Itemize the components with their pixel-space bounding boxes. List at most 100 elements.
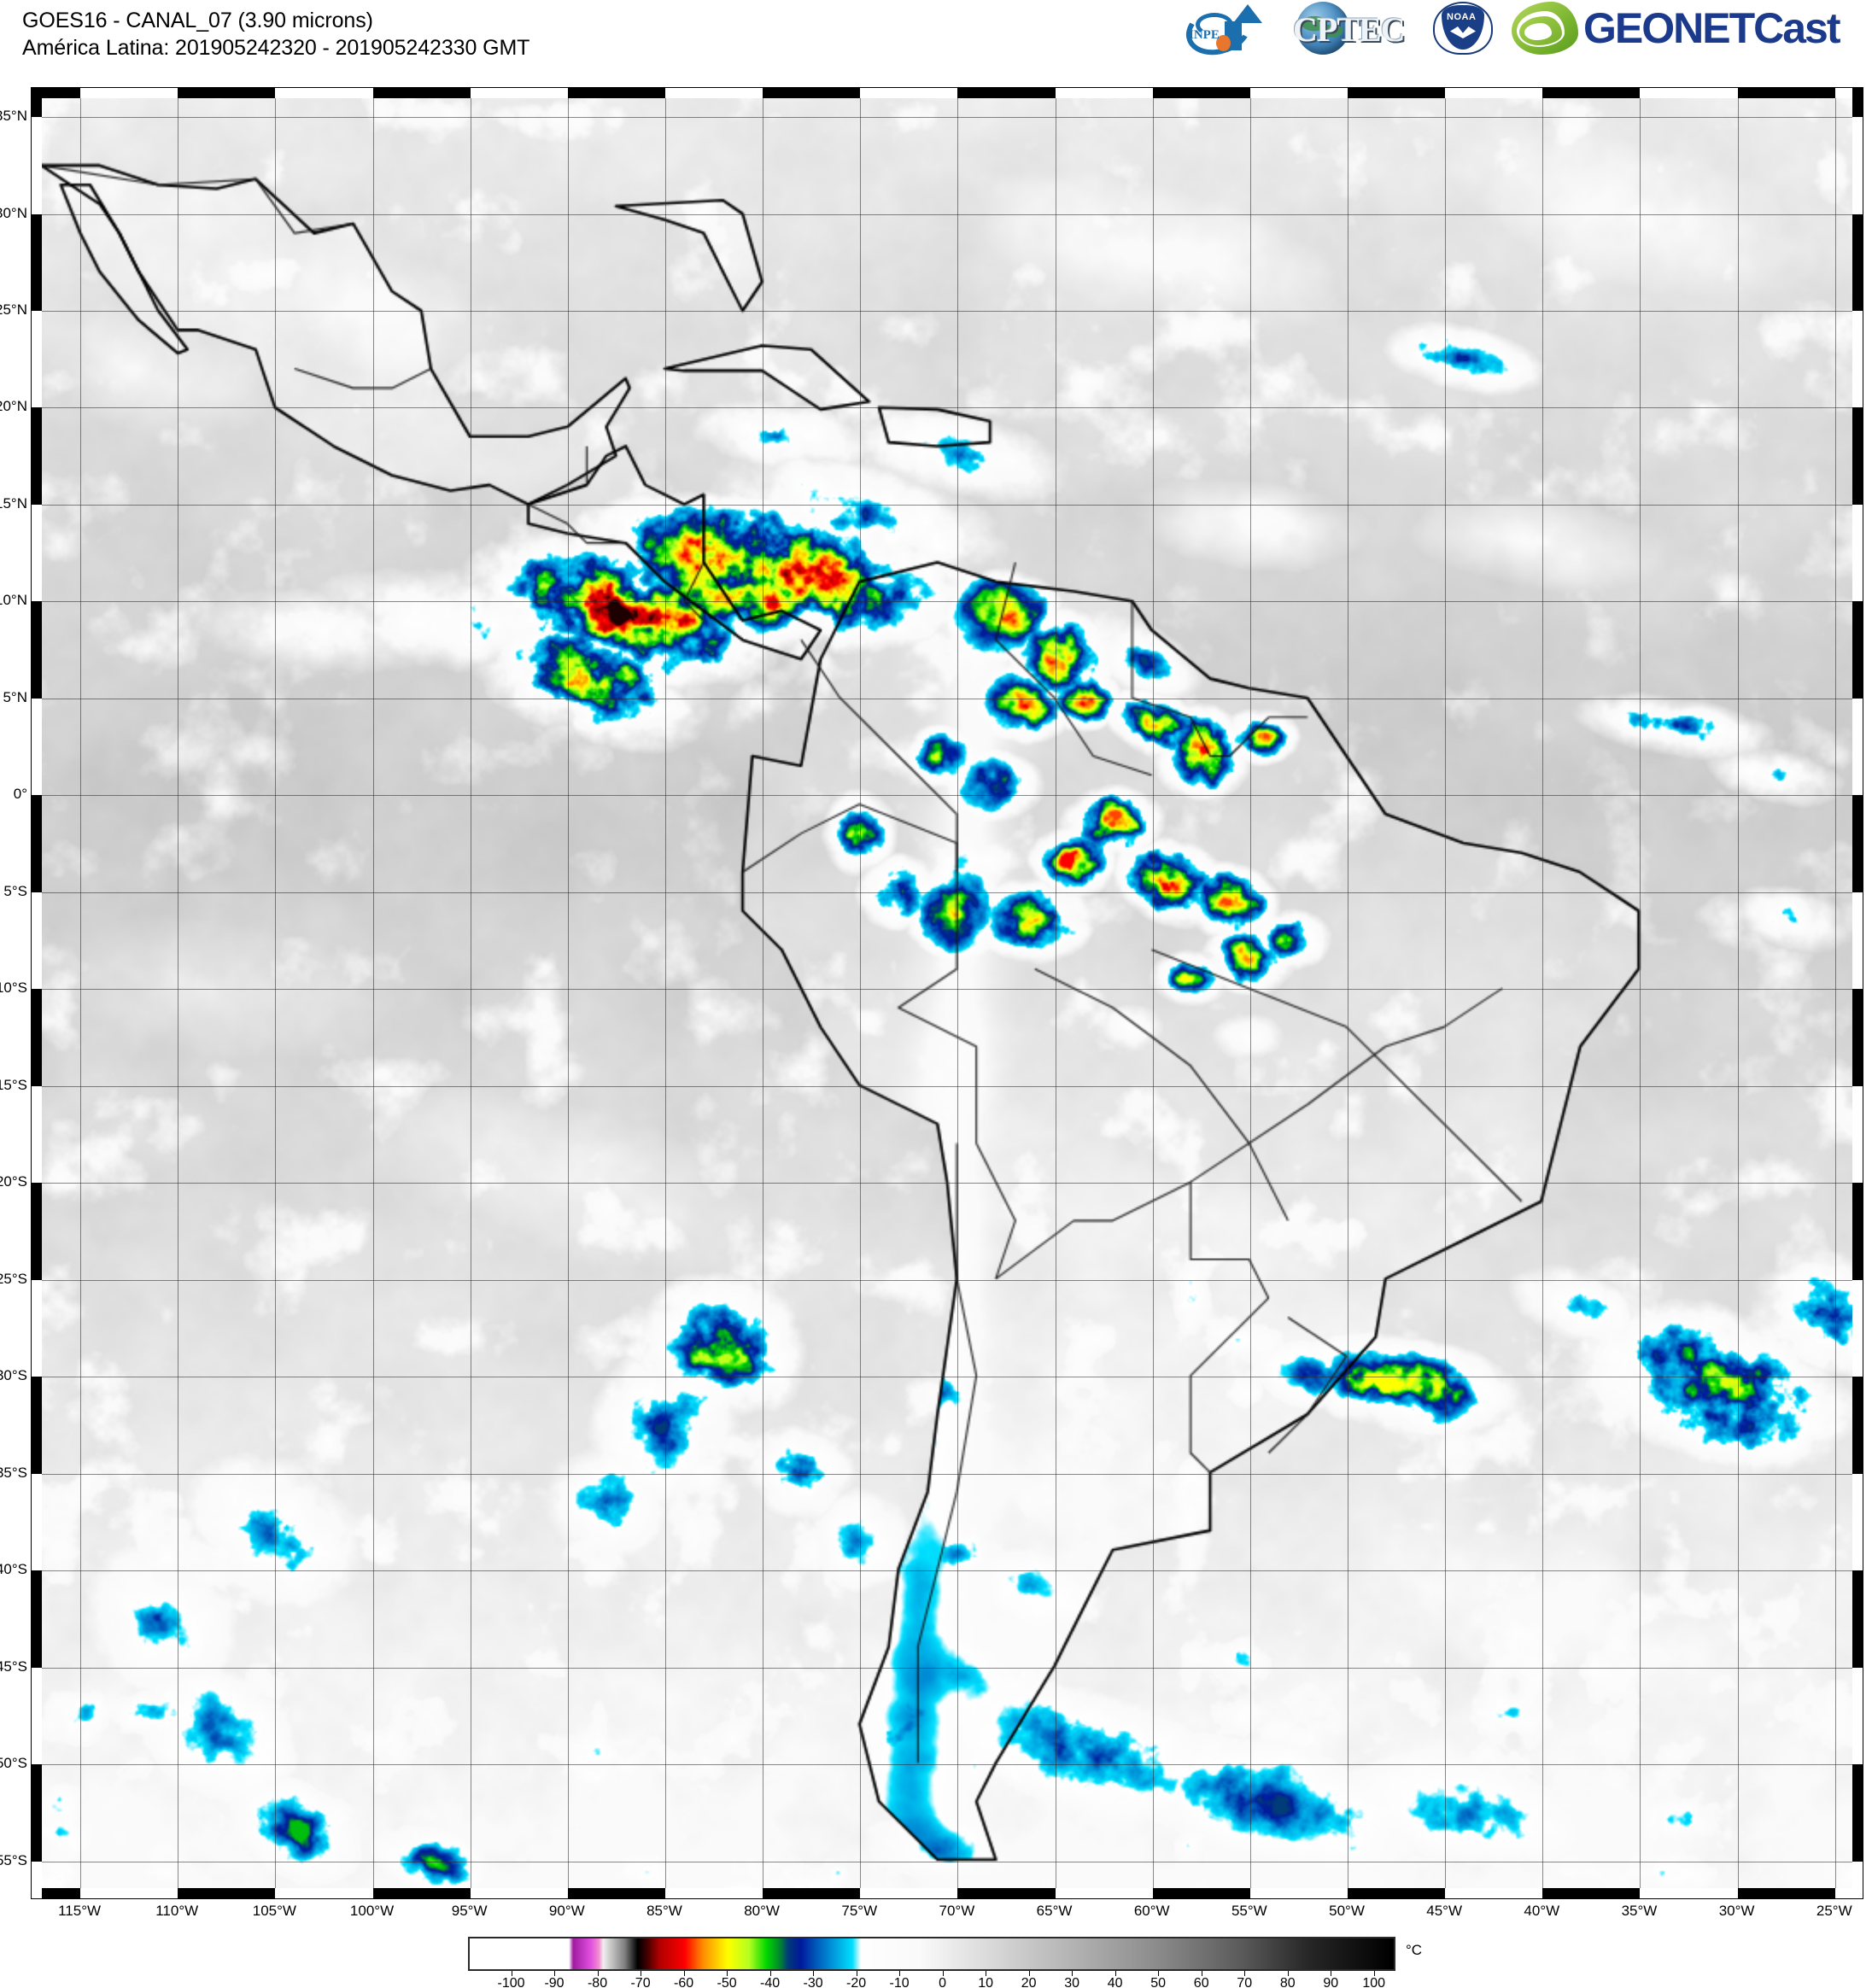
border-tick-segment xyxy=(32,1861,42,1898)
border-tick-segment xyxy=(1249,88,1348,98)
lat-tick-label: 5°N xyxy=(3,688,27,705)
colorbar-tick-label: -70 xyxy=(630,1976,651,1988)
lat-tick-label: 45°S xyxy=(0,1658,27,1675)
noaa-logo-text: NOAA xyxy=(1447,12,1477,22)
lon-tick-label: 110°W xyxy=(155,1903,199,1919)
border-tick-segment xyxy=(32,310,42,408)
longitude-axis: 115°W 110°W 105°W 100°W 95°W 90°W 85°W 80°W 75°W… xyxy=(31,1901,1863,1927)
map-frame xyxy=(31,87,1863,1899)
colorbar-tick xyxy=(597,1971,599,1976)
lon-tick-label: 90°W xyxy=(548,1903,585,1919)
colorbar-tick-label: -30 xyxy=(803,1976,823,1988)
lon-tick-label: 100°W xyxy=(349,1903,395,1919)
lon-tick-label: 65°W xyxy=(1036,1903,1073,1919)
colorbar-tick-label: -40 xyxy=(760,1976,781,1988)
colorbar-tick-label: -80 xyxy=(587,1976,608,1988)
colorbar-tick-label: 80 xyxy=(1279,1976,1296,1988)
border-tick-segment xyxy=(1852,795,1863,892)
lat-tick-label: 25°S xyxy=(0,1270,27,1287)
border-tick-segment xyxy=(32,213,42,311)
border-tick-segment xyxy=(1852,1667,1863,1765)
border-tick-segment xyxy=(32,601,42,699)
colorbar-tick-label: -60 xyxy=(673,1976,694,1988)
lat-tick-label: 0° xyxy=(13,786,27,803)
lat-tick-label: 20°N xyxy=(0,398,27,415)
latitude-axis: 35°N 30°N 25°N 20°N 15°N 10°N 5°N 0° 5°S 10°S 15°S… xyxy=(0,87,31,1899)
lon-tick-label: 80°W xyxy=(744,1903,780,1919)
border-tick-segment xyxy=(1445,88,1543,98)
border-tick-segment xyxy=(178,88,276,98)
lon-tick-label: 60°W xyxy=(1133,1903,1170,1919)
border-tick-segment xyxy=(32,698,42,796)
colorbar-tick-label: -20 xyxy=(846,1976,867,1988)
noaa-logo: NOAA xyxy=(1423,1,1505,56)
border-tick-segment xyxy=(664,88,763,98)
satellite-imagery xyxy=(32,88,1863,1898)
colorbar-tick-label: 70 xyxy=(1237,1976,1253,1988)
map-container[interactable] xyxy=(31,87,1863,1899)
border-tick-segment xyxy=(1852,310,1863,408)
border-tick-segment xyxy=(470,88,568,98)
border-tick-segment xyxy=(1852,1570,1863,1668)
border-tick-segment xyxy=(763,1888,861,1898)
border-tick-segment xyxy=(1055,88,1153,98)
border-tick-segment xyxy=(32,1764,42,1862)
border-tick-segment xyxy=(957,88,1056,98)
colorbar-tick-label: -10 xyxy=(889,1976,910,1988)
border-tick-segment xyxy=(470,1888,568,1898)
border-tick-segment xyxy=(1852,504,1863,602)
cptec-logo-text: CPTEC xyxy=(1293,10,1406,49)
colorbar[interactable]: -100 -90 -80 -70 -60 -50 -40 -30 -20 -10 0 10 20 30 40… xyxy=(468,1937,1422,1988)
border-tick-segment xyxy=(80,88,178,98)
border-tick-segment xyxy=(32,1377,42,1474)
colorbar-tick xyxy=(1114,1971,1116,1976)
colorbar-ticks: -100 -90 -80 -70 -60 -50 -40 -30 -20 -10 0 10 20 30 40… xyxy=(468,1971,1395,1988)
map-border-ticks-top xyxy=(32,88,1863,98)
lat-tick-label: 30°S xyxy=(0,1367,27,1384)
lon-tick-label: 115°W xyxy=(58,1903,102,1919)
border-tick-segment xyxy=(1737,1888,1835,1898)
border-tick-segment xyxy=(1852,989,1863,1086)
border-tick-segment xyxy=(32,1473,42,1571)
colorbar-tick-label: 30 xyxy=(1064,1976,1080,1988)
border-tick-segment xyxy=(1852,1183,1863,1280)
lon-tick-label: 40°W xyxy=(1524,1903,1560,1919)
border-tick-segment xyxy=(664,1888,763,1898)
border-tick-segment xyxy=(1852,1861,1863,1898)
border-tick-segment xyxy=(32,795,42,892)
border-tick-segment xyxy=(1542,1888,1641,1898)
lon-tick-label: 70°W xyxy=(939,1903,975,1919)
border-tick-segment xyxy=(32,989,42,1086)
border-tick-segment xyxy=(1445,1888,1543,1898)
geonetcast-logo-text: GEONETCast xyxy=(1583,4,1841,52)
map-border-ticks-bottom xyxy=(32,1888,1863,1898)
border-tick-segment xyxy=(80,1888,178,1898)
border-tick-segment xyxy=(1152,1888,1250,1898)
border-tick-segment xyxy=(567,88,665,98)
border-tick-segment xyxy=(1852,601,1863,699)
colorbar-tick-label: 50 xyxy=(1150,1976,1167,1988)
border-tick-segment xyxy=(32,1085,42,1184)
colorbar-tick-label: 20 xyxy=(1021,1976,1037,1988)
lat-tick-label: 15°N xyxy=(0,494,27,512)
lat-tick-label: 40°S xyxy=(0,1561,27,1578)
lat-tick-label: 5°S xyxy=(3,882,27,899)
colorbar-tick-label: 40 xyxy=(1107,1976,1123,1988)
colorbar-tick-label: 60 xyxy=(1193,1976,1209,1988)
lat-tick-label: 35°S xyxy=(0,1464,27,1481)
lon-tick-label: 85°W xyxy=(646,1903,682,1919)
colorbar-tick xyxy=(554,1971,556,1976)
colorbar-tick xyxy=(1028,1971,1030,1976)
page-subtitle: América Latina: 201905242320 - 201905242… xyxy=(22,36,530,60)
border-tick-segment xyxy=(1852,698,1863,796)
geonetcast-logo: GEONETCast xyxy=(1512,1,1870,56)
lat-tick-label: 15°S xyxy=(0,1076,27,1093)
colorbar-tick xyxy=(1072,1971,1073,1976)
border-tick-segment xyxy=(1852,1473,1863,1571)
border-tick-segment xyxy=(1852,892,1863,990)
lat-tick-label: 10°N xyxy=(0,592,27,609)
lat-tick-label: 20°S xyxy=(0,1173,27,1190)
border-tick-segment xyxy=(32,504,42,602)
colorbar-tick xyxy=(683,1971,685,1976)
colorbar-tick xyxy=(899,1971,901,1976)
